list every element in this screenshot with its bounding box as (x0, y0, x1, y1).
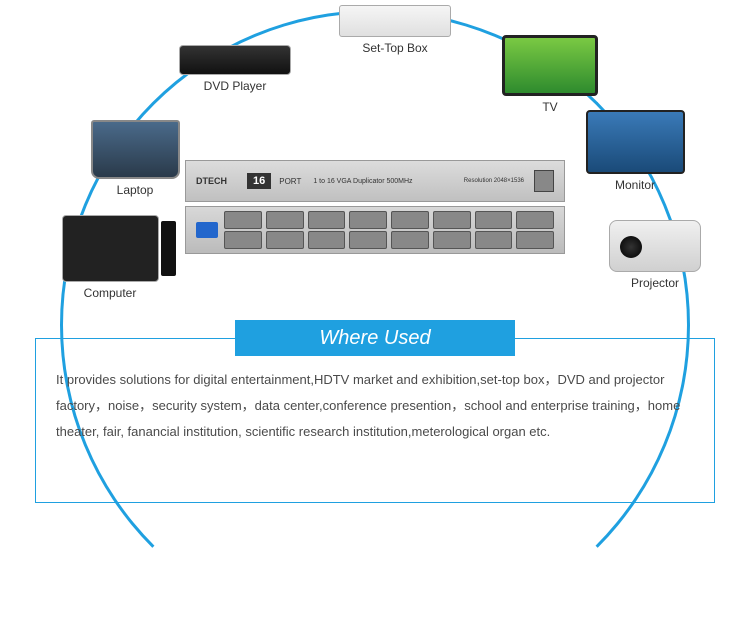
vga-output-port (516, 211, 554, 229)
hub-device: DTECH 16 PORT 1 to 16 VGA Duplicator 500… (185, 160, 565, 254)
laptop-icon (91, 120, 180, 179)
vga-output-port (349, 211, 387, 229)
device-laptop: Laptop (85, 120, 185, 197)
vga-output-port (516, 231, 554, 249)
vga-output-port (266, 211, 304, 229)
device-projector: Projector (600, 220, 710, 290)
hub-front-panel: DTECH 16 PORT 1 to 16 VGA Duplicator 500… (185, 160, 565, 202)
hub-port-number: 16 (247, 173, 271, 189)
hub-subtitle: 1 to 16 VGA Duplicator 500MHz (313, 178, 463, 185)
vga-output-port (224, 211, 262, 229)
laptop-label: Laptop (85, 183, 185, 197)
where-used-banner: Where Used (235, 320, 515, 356)
hub-back-panel (185, 206, 565, 254)
vga-output-port (308, 231, 346, 249)
description-box: It provides solutions for digital entert… (35, 338, 715, 503)
vga-output-port (391, 231, 429, 249)
settop-icon (339, 5, 451, 37)
vga-output-grid (224, 211, 554, 249)
vga-input-port (196, 222, 218, 238)
vga-output-port (349, 231, 387, 249)
hub-port-suffix: PORT (279, 177, 301, 186)
hub-resolution: Resolution 2048×1536 (464, 178, 524, 184)
banner-title: Where Used (319, 327, 430, 350)
vga-output-port (391, 211, 429, 229)
dvd-label: DVD Player (175, 79, 295, 93)
vga-output-port (224, 231, 262, 249)
computer-label: Computer (55, 286, 165, 300)
device-computer: Computer (55, 215, 165, 300)
vga-output-port (308, 211, 346, 229)
tv-icon (502, 35, 598, 96)
device-monitor: Monitor (580, 110, 690, 192)
monitor-icon (586, 110, 685, 174)
projector-label: Projector (600, 276, 710, 290)
settop-label: Set-Top Box (335, 41, 455, 55)
device-dvd: DVD Player (175, 45, 295, 93)
vga-output-port (266, 231, 304, 249)
description-text: It provides solutions for digital entert… (56, 372, 680, 439)
vga-output-port (475, 211, 513, 229)
vga-output-port (433, 211, 471, 229)
hub-brand: DTECH (196, 176, 227, 186)
device-tv: TV (500, 35, 600, 114)
device-settop: Set-Top Box (335, 5, 455, 55)
vga-output-port (475, 231, 513, 249)
projector-icon (609, 220, 701, 272)
monitor-label: Monitor (580, 178, 690, 192)
dvd-icon (179, 45, 291, 75)
computer-icon (62, 215, 159, 282)
hub-power-button (534, 170, 554, 192)
diagram-area: Set-Top Box DVD Player TV Laptop Monitor… (0, 0, 750, 350)
vga-output-port (433, 231, 471, 249)
